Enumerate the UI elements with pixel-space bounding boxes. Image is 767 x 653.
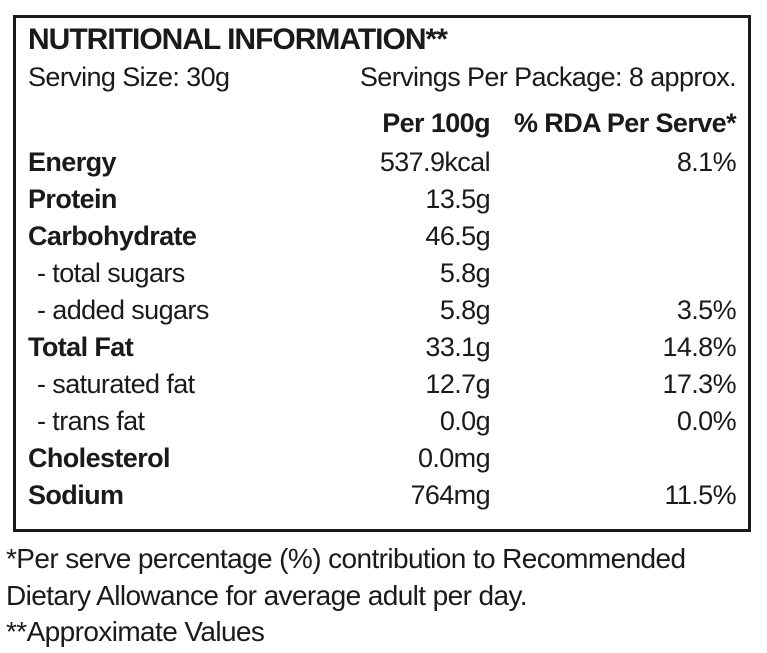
nutrient-rda-percent: 8.1% — [676, 147, 737, 177]
nutrient-name: Cholesterol — [28, 443, 171, 473]
nutrient-amount: 46.5g — [425, 221, 490, 251]
table-row: Total Fat 33.1g 14.8% — [28, 329, 737, 366]
table-row: - saturated fat 12.7g 17.3% — [28, 366, 737, 403]
label-title: NUTRITIONAL INFORMATION** — [28, 23, 448, 56]
nutrient-rda-percent: 3.5% — [676, 295, 737, 325]
servings-per-package: Servings Per Package: 8 approx. — [359, 62, 737, 92]
nutrient-amount: 537.9kcal — [379, 147, 491, 177]
nutrient-amount: 5.8g — [439, 258, 491, 288]
table-row: Carbohydrate 46.5g — [28, 218, 736, 255]
table-row: Energy 537.9kcal 8.1% — [28, 144, 737, 181]
nutrient-name: Sodium — [28, 480, 124, 510]
serving-row: Serving Size: 30g Servings Per Package: … — [28, 60, 737, 94]
table-row: - total sugars 5.8g — [28, 255, 736, 292]
nutrition-table: NUTRITIONAL INFORMATION** Serving Size: … — [13, 15, 751, 532]
nutrient-name: - added sugars — [37, 295, 209, 325]
nutrient-rda-percent: 11.5% — [664, 480, 736, 510]
footnote-line: **Approximate Values — [6, 616, 265, 647]
nutrient-rows: Energy 537.9kcal 8.1% Protein 13.5g Carbohydr… — [28, 144, 737, 514]
column-header-row: Per 100g % RDA Per Serve* — [28, 102, 736, 144]
column-header-rda-per-serve: % RDA Per Serve* — [513, 108, 737, 138]
serving-size: Serving Size: 30g — [28, 62, 230, 92]
nutrient-amount: 0.0mg — [417, 443, 491, 473]
nutrient-name: - total sugars — [37, 258, 185, 288]
footnote-line: Dietary Allowance for average adult per … — [6, 579, 528, 611]
nutrient-amount: 764mg — [410, 480, 490, 510]
nutrient-amount: 5.8g — [439, 295, 491, 325]
nutrient-name: - trans fat — [37, 406, 145, 436]
column-header-per-100g: Per 100g — [382, 108, 490, 138]
nutrient-rda-percent: 17.3% — [662, 369, 736, 399]
table-row: Cholesterol 0.0mg — [28, 440, 736, 477]
nutrient-name: Protein — [28, 184, 117, 214]
nutrient-amount: 12.7g — [425, 369, 490, 399]
nutrient-amount: 0.0g — [439, 406, 491, 436]
footnotes: *Per serve percentage (%) contribution t… — [6, 541, 686, 651]
nutrient-amount: 33.1g — [425, 332, 490, 362]
nutrient-name: - saturated fat — [37, 369, 195, 399]
nutrient-name: Carbohydrate — [28, 221, 197, 251]
table-row: - added sugars 5.8g 3.5% — [28, 292, 737, 329]
nutrient-rda-percent: 14.8% — [662, 332, 736, 362]
table-row: - trans fat 0.0g 0.0% — [28, 403, 737, 440]
table-row: Sodium 764mg 11.5% — [28, 477, 737, 514]
nutrient-name: Total Fat — [28, 332, 134, 362]
nutrient-name: Energy — [28, 147, 117, 177]
nutrient-amount: 13.5g — [425, 184, 490, 214]
footnote-line: *Per serve percentage (%) contribution t… — [6, 543, 686, 574]
nutrient-rda-percent: 0.0% — [676, 406, 737, 436]
table-row: Protein 13.5g — [28, 181, 736, 218]
